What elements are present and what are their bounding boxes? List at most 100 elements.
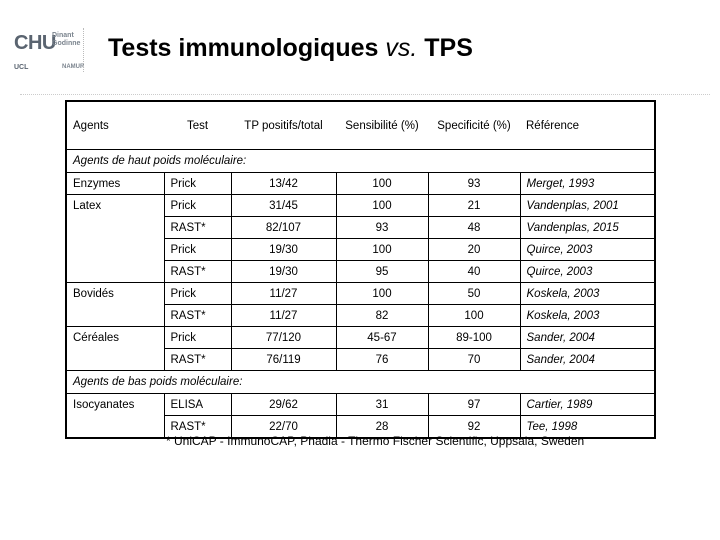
table-header-row: Agents Test TP positifs/total Sensibilit… bbox=[66, 101, 655, 150]
logo-ucl-text: UCL bbox=[14, 64, 29, 71]
chu-logo: CHU Dinant Godinne UCL NAMUR bbox=[14, 30, 84, 76]
sensibilite-cell: 100 bbox=[335, 282, 428, 305]
agent-cell: Latex bbox=[73, 199, 102, 212]
header-agents: Agents bbox=[66, 101, 164, 150]
tp-cell: 31/45 bbox=[230, 194, 336, 217]
title-vs: vs. bbox=[385, 34, 418, 62]
specificite-cell: 20 bbox=[427, 238, 520, 261]
test-cell: Prick bbox=[163, 282, 231, 305]
specificite-cell: 40 bbox=[427, 260, 520, 283]
reference-cell: Koskela, 2003 bbox=[519, 282, 655, 305]
tp-cell: 19/30 bbox=[230, 238, 336, 261]
table-row: Bovidés Prick 11/27 100 50 Koskela, 2003 bbox=[66, 282, 655, 305]
specificite-cell: 100 bbox=[427, 304, 520, 327]
sensibilite-cell: 100 bbox=[335, 172, 428, 195]
title-main: Tests immunologiques bbox=[108, 34, 386, 62]
sensibilite-cell: 100 bbox=[335, 194, 428, 217]
footnote: * UniCAP - ImmunoCAP, Phadia - Thermo Fi… bbox=[166, 434, 585, 448]
tp-cell: 76/119 bbox=[230, 348, 336, 371]
specificite-cell: 93 bbox=[427, 172, 520, 195]
table-row: RAST* 82/107 93 48 Vandenplas, 2015 bbox=[66, 216, 655, 239]
agent-cell: Isocyanates bbox=[73, 398, 135, 411]
specificite-cell: 70 bbox=[427, 348, 520, 371]
title-rule bbox=[20, 94, 710, 95]
test-cell: RAST* bbox=[163, 216, 231, 239]
tp-cell: 11/27 bbox=[230, 282, 336, 305]
reference-cell: Cartier, 1989 bbox=[519, 393, 655, 416]
agent-cell: Céréales bbox=[73, 331, 120, 344]
agent-cell bbox=[66, 304, 164, 327]
section-label: Agents de bas poids moléculaire: bbox=[66, 370, 655, 394]
test-cell: ELISA bbox=[163, 393, 231, 416]
logo-divider bbox=[83, 28, 84, 72]
agent-cell bbox=[66, 217, 164, 239]
logo-dinant-text: Dinant bbox=[52, 32, 74, 39]
header-test: Test bbox=[164, 101, 231, 150]
tp-cell: 13/42 bbox=[230, 172, 336, 195]
agent-cell bbox=[66, 348, 164, 371]
tp-cell: 22/70 bbox=[230, 415, 336, 439]
specificite-cell: 50 bbox=[427, 282, 520, 305]
table-row: RAST* 19/30 95 40 Quirce, 2003 bbox=[66, 260, 655, 283]
logo-godinne-text: Godinne bbox=[52, 40, 81, 47]
tp-cell: 19/30 bbox=[230, 260, 336, 283]
table-row: Isocyanates ELISA 29/62 31 97 Cartier, 1989 bbox=[66, 393, 655, 416]
reference-cell: Quirce, 2003 bbox=[519, 238, 655, 261]
agent-cell bbox=[66, 415, 164, 439]
test-cell: Prick bbox=[163, 238, 231, 261]
immunological-tests-table: Agents Test TP positifs/total Sensibilit… bbox=[65, 100, 656, 439]
agent-cell: Enzymes bbox=[66, 172, 164, 195]
sensibilite-cell: 95 bbox=[335, 260, 428, 283]
agent-cell: Bovidés bbox=[73, 287, 114, 300]
table-row: RAST* 76/119 76 70 Sander, 2004 bbox=[66, 348, 655, 371]
table-row: RAST* 11/27 82 100 Koskela, 2003 bbox=[66, 304, 655, 327]
section-row: Agents de haut poids moléculaire: bbox=[66, 149, 655, 173]
test-cell: Prick bbox=[163, 172, 231, 195]
reference-cell: Sander, 2004 bbox=[519, 348, 655, 371]
sensibilite-cell: 31 bbox=[335, 393, 428, 416]
logo-chu-text: CHU bbox=[14, 32, 56, 54]
reference-cell: Quirce, 2003 bbox=[519, 260, 655, 283]
slide-title: Tests immunologiques vs. TPS bbox=[108, 34, 473, 63]
sensibilite-cell: 76 bbox=[335, 348, 428, 371]
sensibilite-cell: 82 bbox=[335, 304, 428, 327]
logo-namur-text: NAMUR bbox=[62, 64, 85, 70]
sensibilite-cell: 100 bbox=[335, 238, 428, 261]
reference-cell: Sander, 2004 bbox=[519, 326, 655, 349]
table-row: Latex Prick 31/45 100 21 Vandenplas, 2001 bbox=[66, 194, 655, 217]
specificite-cell: 21 bbox=[427, 194, 520, 217]
sensibilite-cell: 93 bbox=[335, 216, 428, 239]
tp-cell: 82/107 bbox=[230, 216, 336, 239]
test-cell: RAST* bbox=[163, 348, 231, 371]
specificite-cell: 97 bbox=[427, 393, 520, 416]
specificite-cell: 89-100 bbox=[427, 326, 520, 349]
reference-cell: Tee, 1998 bbox=[519, 415, 655, 439]
table-row: RAST* 22/70 28 92 Tee, 1998 bbox=[66, 415, 655, 439]
specificite-cell: 48 bbox=[427, 216, 520, 239]
reference-cell: Vandenplas, 2001 bbox=[519, 194, 655, 217]
header-reference: Référence bbox=[520, 101, 655, 150]
reference-cell: Vandenplas, 2015 bbox=[519, 216, 655, 239]
header-sensibilite: Sensibilité (%) bbox=[336, 101, 428, 150]
table-row: Céréales Prick 77/120 45-67 89-100 Sander, 20… bbox=[66, 326, 655, 349]
specificite-cell: 92 bbox=[427, 415, 520, 439]
test-cell: RAST* bbox=[163, 415, 231, 439]
tp-cell: 77/120 bbox=[230, 326, 336, 349]
tp-cell: 29/62 bbox=[230, 393, 336, 416]
reference-cell: Koskela, 2003 bbox=[519, 304, 655, 327]
table-body: Agents Test TP positifs/total Sensibilit… bbox=[66, 101, 655, 439]
table-row: Enzymes Prick 13/42 100 93 Merget, 1993 bbox=[66, 172, 655, 195]
sensibilite-cell: 28 bbox=[335, 415, 428, 439]
sensibilite-cell: 45-67 bbox=[335, 326, 428, 349]
header-tp: TP positifs/total bbox=[231, 101, 336, 150]
tp-cell: 11/27 bbox=[230, 304, 336, 327]
agent-cell bbox=[66, 239, 164, 261]
test-cell: Prick bbox=[163, 326, 231, 349]
test-cell: RAST* bbox=[163, 304, 231, 327]
agent-cell bbox=[66, 260, 164, 283]
section-row: Agents de bas poids moléculaire: bbox=[66, 370, 655, 394]
header-specificite: Specificité (%) bbox=[428, 101, 520, 150]
title-end: TPS bbox=[417, 34, 473, 62]
table-row: Prick 19/30 100 20 Quirce, 2003 bbox=[66, 238, 655, 261]
test-cell: RAST* bbox=[163, 260, 231, 283]
